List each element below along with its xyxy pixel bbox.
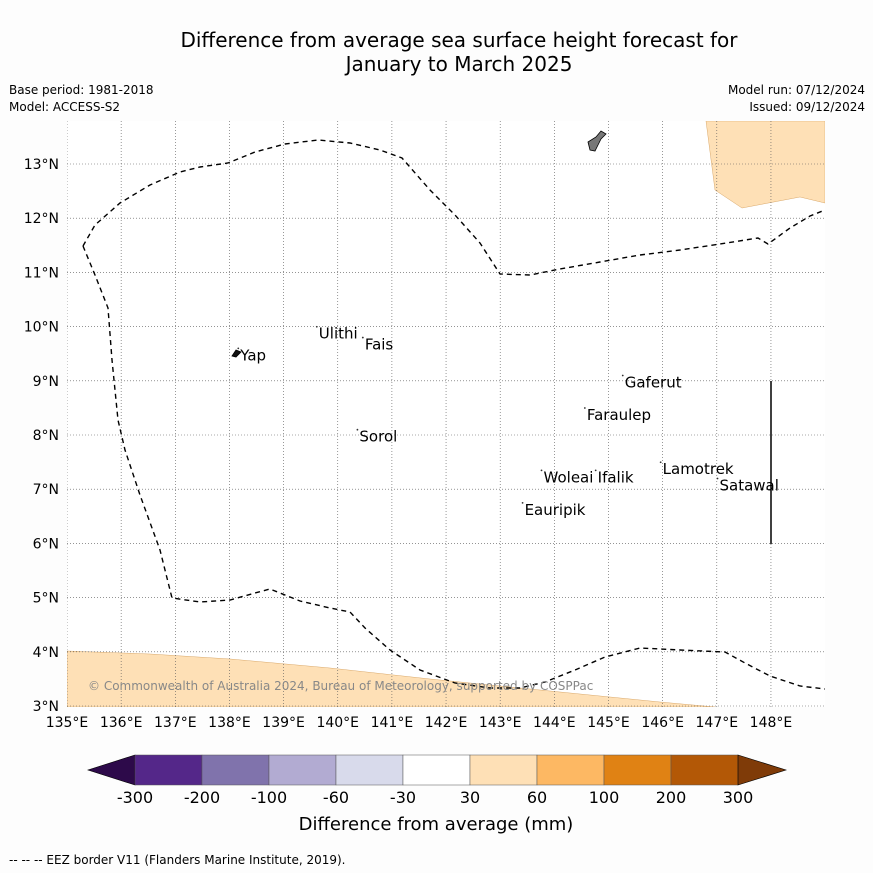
lon-tick-label: 142°E — [425, 715, 468, 731]
place-marker — [659, 461, 662, 464]
chart-title: Difference from average sea surface heig… — [0, 28, 873, 76]
lat-tick-label: 4°N — [33, 645, 59, 661]
base-period: Base period: 1981-2018 — [9, 83, 154, 97]
colorbar-bin — [603, 754, 672, 786]
place-label-gaferut: Gaferut — [625, 374, 682, 392]
place-labels: Yap Ulithi Fais Gaferut Faraulep Sorol Woleai I… — [237, 325, 779, 519]
colorbar: -300 -200 -100 -60 -30 30 60 100 200 300 — [87, 754, 788, 807]
colorbar-tick-label: -30 — [390, 788, 416, 807]
colorbar-bin — [134, 754, 203, 786]
place-marker — [356, 428, 359, 431]
lon-tick-label: 141°E — [371, 715, 414, 731]
place-label-ulithi: Ulithi — [319, 325, 358, 343]
place-label-satawal: Satawal — [720, 476, 779, 494]
lat-tick-label: 8°N — [33, 428, 59, 444]
lon-tick-label: 148°E — [750, 715, 793, 731]
lon-tick-label: 140°E — [316, 715, 359, 731]
lon-tick-label: 135°E — [46, 715, 89, 731]
lat-tick-label: 13°N — [24, 157, 59, 173]
place-marker — [583, 407, 586, 409]
place-marker — [621, 374, 624, 377]
model-run: Model run: 07/12/2024 — [727, 83, 865, 97]
guam-island — [587, 130, 607, 152]
lat-tick-label: 9°N — [33, 374, 59, 390]
map-background — [67, 121, 825, 707]
colorbar-tick-label: 100 — [589, 788, 620, 807]
colorbar-tick-label: -200 — [184, 788, 220, 807]
eez-border-north — [82, 139, 825, 276]
colorbar-bin — [268, 754, 337, 786]
colorbar-tick-label: -60 — [323, 788, 349, 807]
colorbar-title: Difference from average (mm) — [299, 814, 574, 835]
lat-tick-label: 12°N — [24, 211, 59, 227]
yap-island — [231, 349, 242, 358]
colorbar-tick-label: 30 — [460, 788, 480, 807]
place-marker — [594, 469, 597, 472]
colorbar-tick-label: -300 — [117, 788, 153, 807]
lon-tick-label: 143°E — [479, 715, 522, 731]
colorbar-tick-label: 200 — [656, 788, 687, 807]
place-label-woleai: Woleai — [544, 468, 594, 486]
lon-tick-label: 144°E — [533, 715, 576, 731]
axis-ticks: 135°E 136°E 137°E 138°E 139°E 140°E 141°E 142°E… — [24, 157, 793, 731]
lon-tick-label: 147°E — [696, 715, 739, 731]
place-marker — [540, 469, 543, 472]
eez-footnote: -- -- -- EEZ border V11 (Flanders Marine… — [9, 853, 346, 867]
lat-tick-label: 10°N — [24, 320, 59, 336]
place-label-lamotrek: Lamotrek — [663, 460, 734, 478]
place-label-sorol: Sorol — [359, 428, 397, 446]
lat-tick-label: 7°N — [33, 482, 59, 498]
lon-tick-label: 146°E — [641, 715, 684, 731]
place-marker — [361, 336, 364, 339]
lon-tick-label: 138°E — [208, 715, 251, 731]
title-line-2: January to March 2025 — [345, 52, 573, 76]
colorbar-extend-low — [87, 754, 136, 786]
place-label-faraulep: Faraulep — [587, 406, 651, 424]
lon-tick-label: 137°E — [154, 715, 197, 731]
meta-left: Base period: 1981-2018 Model: ACCESS-S2 — [9, 82, 154, 116]
colorbar-tick-label: 300 — [723, 788, 754, 807]
lat-tick-label: 11°N — [24, 265, 59, 281]
place-label-fais: Fais — [365, 336, 394, 354]
issued-date: Issued: 09/12/2024 — [749, 100, 865, 114]
map-plot-area: Yap Ulithi Fais Gaferut Faraulep Sorol Woleai I… — [67, 121, 825, 707]
copyright-text: © Commonwealth of Australia 2024, Bureau… — [88, 679, 593, 693]
colorbar-bin — [201, 754, 270, 786]
place-label-yap: Yap — [239, 346, 266, 364]
eez-border-west — [82, 245, 825, 690]
anomaly-region-northeast — [705, 121, 825, 209]
colorbar-bin — [536, 754, 605, 786]
place-marker — [716, 477, 719, 480]
grid-lines — [67, 121, 825, 707]
anomaly-region-south — [67, 650, 716, 707]
lon-tick-label: 145°E — [587, 715, 630, 731]
lon-tick-label: 139°E — [262, 715, 305, 731]
place-label-eauripik: Eauripik — [525, 501, 586, 519]
place-marker — [315, 325, 318, 328]
colorbar-bin — [402, 754, 471, 786]
place-marker — [237, 347, 240, 350]
place-marker — [521, 501, 524, 504]
lat-tick-label: 5°N — [33, 591, 59, 607]
colorbar-tick-label: -100 — [251, 788, 287, 807]
title-line-1: Difference from average sea surface heig… — [180, 28, 738, 52]
colorbar-extend-high — [737, 754, 788, 786]
colorbar-tick-label: 60 — [527, 788, 547, 807]
colorbar-bin — [335, 754, 404, 786]
place-label-ifalik: Ifalik — [598, 468, 634, 486]
colorbar-bin — [670, 754, 739, 786]
lon-tick-label: 136°E — [100, 715, 143, 731]
colorbar-bin — [469, 754, 538, 786]
lat-tick-label: 3°N — [33, 699, 59, 715]
model-name: Model: ACCESS-S2 — [9, 100, 121, 114]
lat-tick-label: 6°N — [33, 536, 59, 552]
meta-right: Model run: 07/12/2024 Issued: 09/12/2024 — [728, 82, 865, 116]
